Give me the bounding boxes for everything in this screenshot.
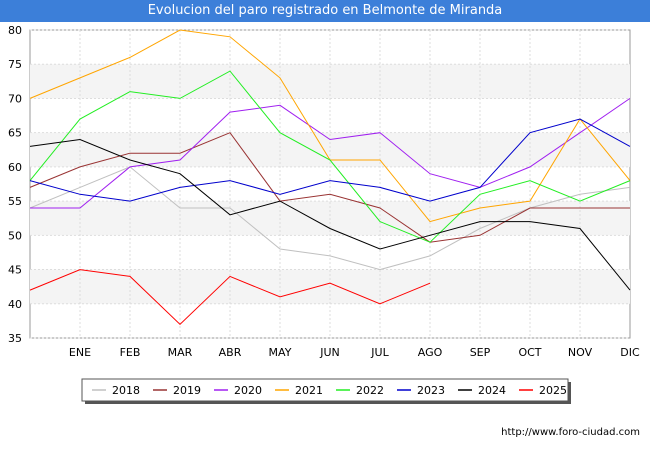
x-tick-label: MAY [269,346,292,359]
footer-url[interactable]: http://www.foro-ciudad.com [501,427,640,438]
series-line-2019 [29,132,630,243]
legend-label-2018: 2018 [112,384,140,397]
y-tick-label: 60 [8,161,22,174]
y-tick-label: 45 [8,264,22,277]
legend-label-2023: 2023 [417,384,445,397]
y-tick-label: 80 [8,24,22,37]
legend-label-2025: 2025 [539,384,567,397]
x-tick-label: JUN [319,346,340,359]
x-tick-label: FEB [120,346,141,359]
y-tick-label: 75 [8,58,22,71]
legend-label-2020: 2020 [234,384,262,397]
y-tick-label: 55 [8,195,22,208]
legend-label-2021: 2021 [295,384,323,397]
series-line-2020 [30,97,631,209]
x-tick-label: JUL [370,346,389,359]
y-tick-label: 70 [8,92,22,105]
chart-title: Evolucion del paro registrado en Belmont… [0,0,650,22]
legend: 2018 2019 2020 2021 2022 2023 2024 2025 [81,378,571,404]
x-tick-label: ABR [219,346,242,359]
legend-box [81,378,569,402]
series-line-2022 [29,70,631,243]
legend-label-2022: 2022 [356,384,384,397]
x-tick-label: ENE [69,346,91,359]
x-axis: ENE FEB MAR ABR MAY JUN JUL AGO SEP OCT NOV DIC [69,346,640,359]
y-tick-label: 50 [8,229,22,242]
series-lines [29,29,631,325]
plot-band [30,132,630,167]
x-tick-label: MAR [168,346,193,359]
series-line-2024 [29,138,631,291]
y-axis: 35 40 45 50 55 60 65 70 75 80 [8,24,22,345]
y-tick-label: 35 [8,332,22,345]
legend-label-2019: 2019 [173,384,201,397]
y-tick-label: 65 [8,127,22,140]
x-tick-label: SEP [470,346,491,359]
legend-label-2024: 2024 [478,384,506,397]
x-tick-label: NOV [568,346,593,359]
y-tick-label: 40 [8,298,22,311]
series-line-2025 [29,269,431,325]
series-line-2023 [29,118,631,202]
x-tick-label: DIC [620,346,640,359]
plot-band [30,64,630,99]
x-tick-label: OCT [518,346,541,359]
x-tick-label: AGO [418,346,443,359]
